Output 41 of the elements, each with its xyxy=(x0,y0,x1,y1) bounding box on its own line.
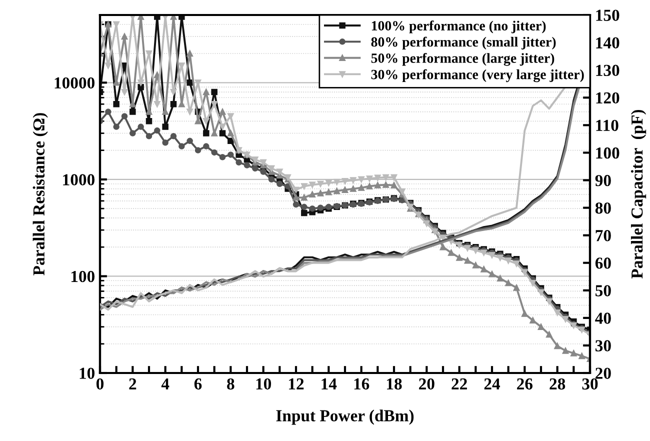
y2-tick-label: 20 xyxy=(596,368,611,379)
y2-tick-label: 30 xyxy=(595,340,611,352)
y2-axis-title: Parallel Capacitor (pF) xyxy=(630,110,646,278)
y2-tick-label: 40 xyxy=(595,312,611,324)
x-tick-label: 8 xyxy=(227,378,234,390)
x-tick-label: 18 xyxy=(387,378,402,390)
y2-tick-label: 150 xyxy=(596,10,620,21)
x-tick-label: 14 xyxy=(322,378,337,390)
x-tick-label: 0 xyxy=(96,378,104,390)
x-axis-title: Input Power (dBm) xyxy=(276,410,414,425)
y2-tick-label: 80 xyxy=(595,202,611,214)
y-axis-title: Parallel Resistance (Ω) xyxy=(32,113,48,276)
x-tick-label: 24 xyxy=(484,378,500,390)
x-tick-label: 6 xyxy=(194,378,202,390)
x-tick-label: 30 xyxy=(582,378,598,390)
y-tick-label: 100 xyxy=(71,270,95,282)
y2-tick-label: 50 xyxy=(596,285,611,296)
legend-label: 100% performance (no jitter) xyxy=(372,20,546,34)
x-tick-label: 20 xyxy=(419,378,434,390)
y2-tick-label: 120 xyxy=(596,92,620,104)
legend-label: 30% performance (very large jitter) xyxy=(371,69,584,82)
y2-tick-label: 60 xyxy=(595,258,611,269)
x-tick-label: 26 xyxy=(517,378,533,390)
y-tick-label: 1000 xyxy=(63,174,95,186)
x-tick-label: 22 xyxy=(452,378,467,390)
y-tick-label: 10000 xyxy=(54,77,95,89)
x-tick-label: 12 xyxy=(289,378,304,390)
y2-tick-label: 70 xyxy=(596,230,611,242)
y-tick-label: 10 xyxy=(80,368,95,379)
x-tick-label: 2 xyxy=(129,378,136,390)
x-tick-label: 16 xyxy=(354,378,370,390)
y2-tick-label: 110 xyxy=(596,120,618,132)
x-tick-label: 28 xyxy=(550,378,566,390)
x-tick-label: 4 xyxy=(161,378,170,390)
x-tick-label: 10 xyxy=(256,378,272,390)
legend-label: 80% performance (small jitter) xyxy=(371,36,556,50)
y2-tick-label: 140 xyxy=(596,37,620,48)
y2-tick-label: 100 xyxy=(596,147,620,159)
y2-tick-label: 130 xyxy=(596,64,620,76)
legend-label: 50% performance (large jitter) xyxy=(371,52,554,66)
y2-tick-label: 90 xyxy=(595,174,611,186)
